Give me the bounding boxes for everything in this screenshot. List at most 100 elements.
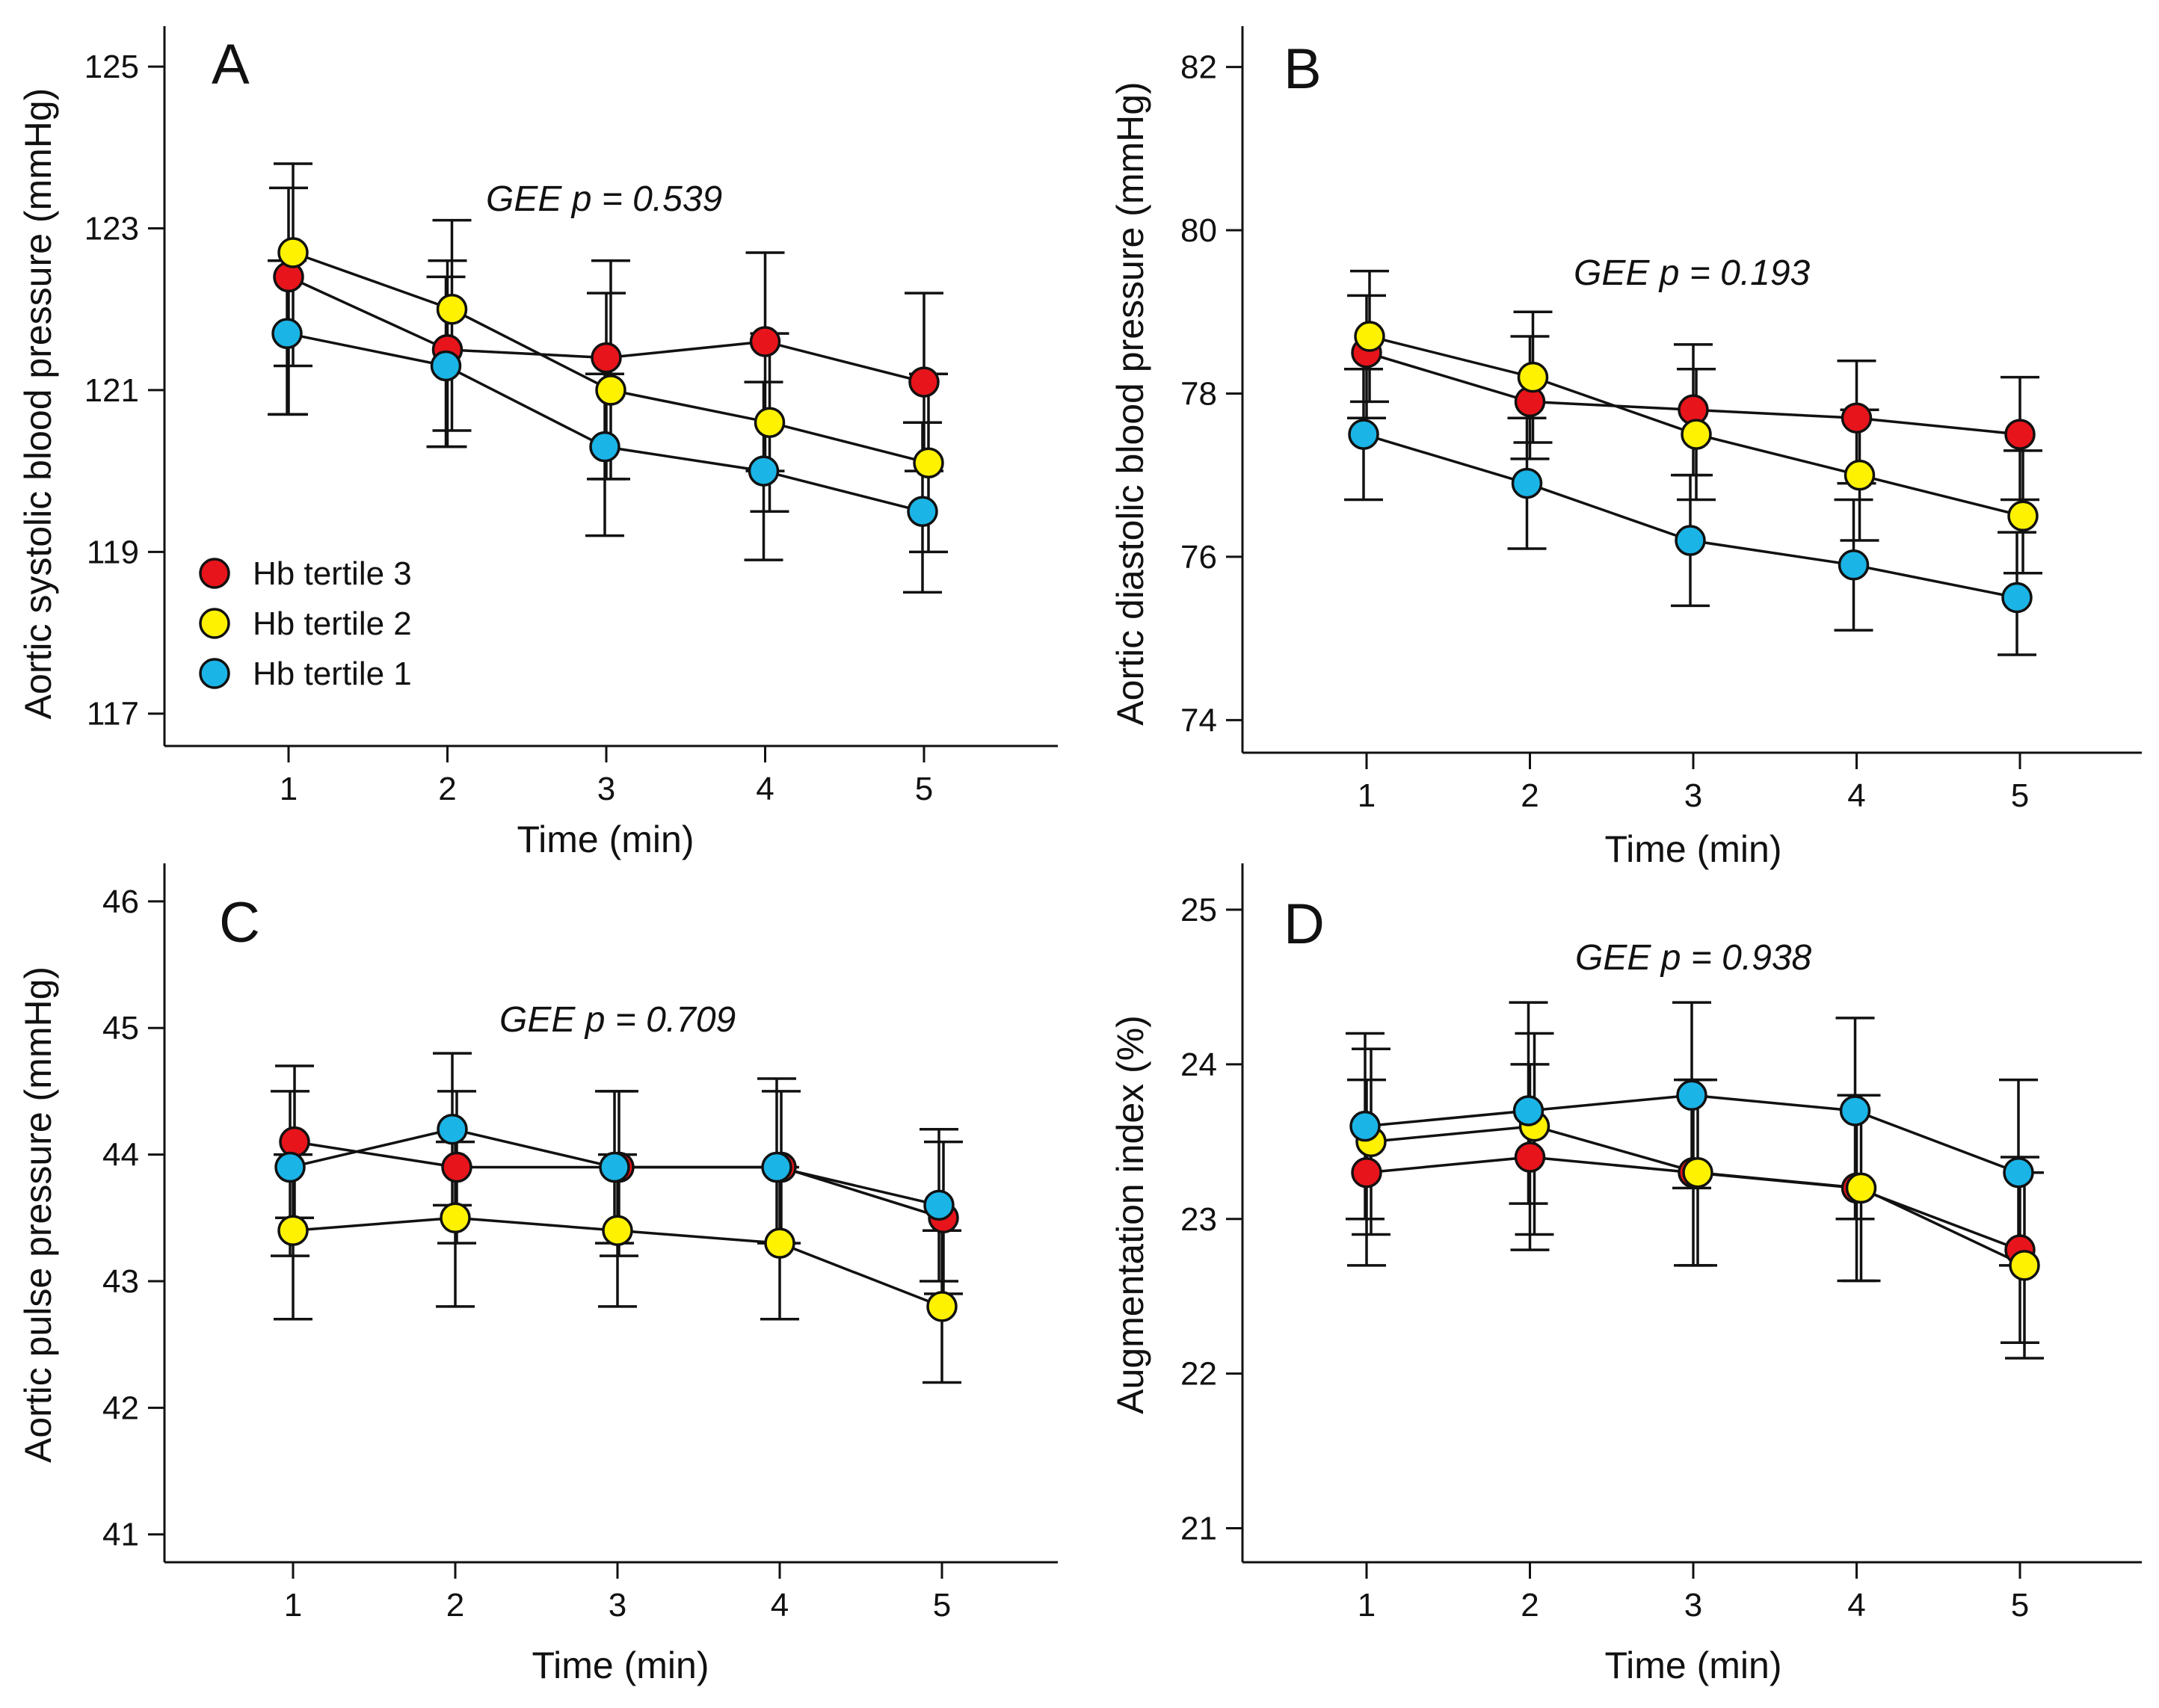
panel-b: 74 76 78 80 82 1 2 3 4 5 B GEE p = 0.193 Time (mi… xyxy=(1109,26,2142,870)
y-tick-label-b: 74 xyxy=(1180,702,1217,739)
data-point-a xyxy=(907,496,938,527)
data-point-d xyxy=(1682,1156,1713,1188)
y-tick-label-c: 45 xyxy=(102,1010,139,1046)
data-point-b xyxy=(1511,467,1543,499)
x-tick-label-b: 1 xyxy=(1358,777,1376,814)
y-tick-label-a: 123 xyxy=(84,211,139,247)
data-point-a xyxy=(277,237,309,268)
data-point-b xyxy=(1681,419,1712,450)
data-point-d xyxy=(1514,1141,1546,1173)
x-tick-label-a: 3 xyxy=(597,771,615,807)
data-point-a xyxy=(430,350,462,382)
gee-annotation-b: GEE p = 0.193 xyxy=(1574,253,1811,293)
panel-letter-d: D xyxy=(1284,892,1325,956)
data-point-d xyxy=(1839,1095,1871,1126)
data-point-c xyxy=(599,1151,630,1183)
y-tick-label-a: 125 xyxy=(84,49,139,85)
x-tick-label-b: 5 xyxy=(2011,777,2029,814)
x-tick-label-c: 3 xyxy=(609,1587,626,1624)
legend: Hb tertile 3 Hb tertile 2 Hb tertile 1 xyxy=(199,555,412,692)
gee-annotation-a: GEE p = 0.539 xyxy=(486,179,722,219)
y-axis-title-b: Aortic diastolic blood pressure (mmHg) xyxy=(1109,81,1151,725)
data-point-b xyxy=(1675,525,1706,556)
y-tick-label-d: 22 xyxy=(1180,1356,1217,1393)
data-point-b xyxy=(1844,459,1876,491)
data-point-b xyxy=(1517,361,1549,393)
y-tick-label-b: 82 xyxy=(1180,49,1217,86)
data-point-b xyxy=(1348,419,1379,450)
x-tick-label-a: 2 xyxy=(438,771,456,807)
data-point-c xyxy=(437,1113,468,1145)
data-point-b xyxy=(1354,321,1385,352)
data-point-a xyxy=(436,293,468,325)
x-tick-label-d: 4 xyxy=(1847,1587,1865,1624)
legend-marker-tertile-1 xyxy=(199,658,230,689)
y-axis-title-c: Aortic pulse pressure (mmHg) xyxy=(17,966,59,1463)
y-tick-label-b: 80 xyxy=(1180,212,1217,249)
x-tick-label-b: 3 xyxy=(1684,777,1702,814)
data-point-c xyxy=(440,1202,471,1234)
x-tick-label-c: 5 xyxy=(933,1587,951,1624)
data-point-b xyxy=(1838,549,1870,581)
data-point-d xyxy=(1351,1156,1382,1188)
data-point-c xyxy=(926,1291,958,1322)
y-tick-label-a: 117 xyxy=(87,696,139,733)
data-point-a xyxy=(591,342,622,374)
data-point-d xyxy=(1845,1172,1877,1204)
data-point-c xyxy=(602,1215,633,1246)
data-point-a xyxy=(754,407,786,438)
y-tick-label-a: 119 xyxy=(87,534,139,570)
y-tick-label-c: 46 xyxy=(102,884,139,920)
legend-label-tertile-1: Hb tertile 1 xyxy=(253,656,412,692)
data-point-c xyxy=(923,1189,955,1221)
legend-label-tertile-2: Hb tertile 2 xyxy=(253,605,412,642)
y-axis-title-a: Aortic systolic blood pressure (mmHg) xyxy=(17,88,59,720)
x-tick-label-a: 5 xyxy=(915,771,933,807)
y-tick-label-c: 41 xyxy=(102,1517,139,1553)
data-point-b xyxy=(2004,419,2036,450)
data-point-c xyxy=(274,1151,306,1183)
y-axis-title-d: Augmentation index (%) xyxy=(1109,1015,1151,1414)
data-point-d xyxy=(2009,1250,2040,1281)
data-point-d xyxy=(1349,1110,1381,1142)
data-point-c xyxy=(279,1126,310,1158)
x-axis-title-b: Time (min) xyxy=(1604,828,1781,870)
legend-marker-tertile-3 xyxy=(199,558,230,589)
panel-letter-c: C xyxy=(219,891,260,955)
gee-annotation-d: GEE p = 0.938 xyxy=(1575,938,1812,978)
x-tick-label-c: 2 xyxy=(446,1587,464,1624)
y-tick-label-b: 78 xyxy=(1180,375,1217,412)
data-point-d xyxy=(1676,1079,1707,1112)
y-tick-label-b: 76 xyxy=(1180,539,1217,576)
y-tick-label-a: 121 xyxy=(84,372,139,409)
y-tick-label-c: 43 xyxy=(102,1263,139,1300)
x-tick-label-d: 1 xyxy=(1358,1587,1376,1624)
y-tick-label-d: 21 xyxy=(1180,1510,1217,1547)
data-point-b xyxy=(2007,500,2039,532)
x-tick-label-d: 3 xyxy=(1684,1587,1702,1624)
x-tick-label-d: 2 xyxy=(1521,1587,1539,1624)
legend-label-tertile-3: Hb tertile 3 xyxy=(253,555,412,592)
data-point-c xyxy=(761,1151,792,1183)
data-point-d xyxy=(1512,1095,1544,1126)
data-point-b xyxy=(2001,582,2033,614)
data-point-a xyxy=(749,326,781,357)
x-tick-label-c: 1 xyxy=(284,1587,302,1624)
x-tick-label-b: 4 xyxy=(1847,777,1865,814)
data-point-a xyxy=(913,447,944,479)
x-tick-label-a: 4 xyxy=(756,771,774,807)
y-tick-label-d: 23 xyxy=(1180,1201,1217,1238)
y-tick-label-d: 25 xyxy=(1180,892,1217,928)
legend-marker-tertile-2 xyxy=(199,608,230,639)
data-point-a xyxy=(589,431,620,463)
y-tick-label-c: 44 xyxy=(102,1137,139,1174)
x-axis-title-c: Time (min) xyxy=(532,1644,709,1686)
x-axis-title-d: Time (min) xyxy=(1604,1644,1781,1686)
x-tick-label-a: 1 xyxy=(280,771,298,807)
gee-annotation-c: GEE p = 0.709 xyxy=(499,1000,736,1040)
x-tick-label-d: 5 xyxy=(2011,1587,2029,1624)
panel-letter-a: A xyxy=(212,33,250,96)
